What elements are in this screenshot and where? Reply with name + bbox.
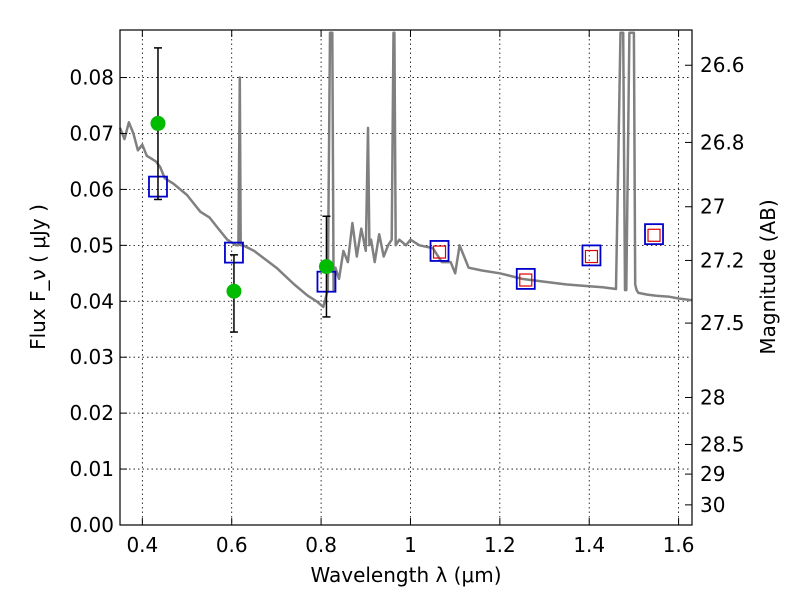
y-tick-label: 0.00 [69,513,114,537]
grid-layer [120,30,692,525]
x-axis-label: Wavelength λ (μm) [310,563,501,587]
photometry-point [226,283,242,299]
observed-band-square [647,228,661,242]
y-tick-label: 0.08 [69,66,114,90]
y-axis-label: Flux F_ν ( μJy ) [26,204,50,350]
plot-layer [118,31,693,333]
x-tick-label: 0.6 [216,533,248,557]
x-tick-label: 1.2 [484,533,516,557]
x-tick-label: 1.4 [573,533,605,557]
x-tick-label: 1 [404,533,417,557]
observed-band-square [432,245,447,259]
y-tick-label: 0.07 [69,121,114,145]
observed-band-square [519,273,533,287]
photometry-point [318,259,334,275]
model-band-square [515,267,536,290]
right-tick-label: 26.6 [700,53,745,77]
right-tick-label: 30 [700,493,725,517]
y-tick-label: 0.03 [69,345,114,369]
model-band-square [581,244,602,267]
right-tick-label: 28.5 [700,432,745,456]
right-tick-label: 26.8 [700,130,745,154]
y-tick-label: 0.01 [69,457,114,481]
model-spectrum-line [118,31,693,309]
observed-band-square [584,249,599,264]
axis-layer: 0.4 0.6 0.8 1 1.2 1.4 1.6 0.00 0.01 0.02 0.03 0.04 0… [69,30,745,557]
x-tick-label: 1.6 [663,533,695,557]
photometry-point [150,115,166,131]
right-tick-label: 27.2 [700,248,745,272]
x-tick-label: 0.8 [305,533,337,557]
x-tick-label: 0.4 [126,533,158,557]
right-tick-label: 29 [700,462,725,486]
y-tick-label: 0.06 [69,177,114,201]
model-band-square [429,240,450,262]
right-tick-label: 28 [700,385,725,409]
y-tick-label: 0.02 [69,401,114,425]
y-tick-label: 0.05 [69,233,114,257]
plot-frame [119,29,693,526]
right-axis-label: Magnitude (AB) [756,199,780,354]
right-tick-label: 27.5 [700,311,745,335]
right-tick-label: 27 [700,195,725,219]
model-band-square [644,223,664,246]
y-tick-label: 0.04 [69,289,114,313]
